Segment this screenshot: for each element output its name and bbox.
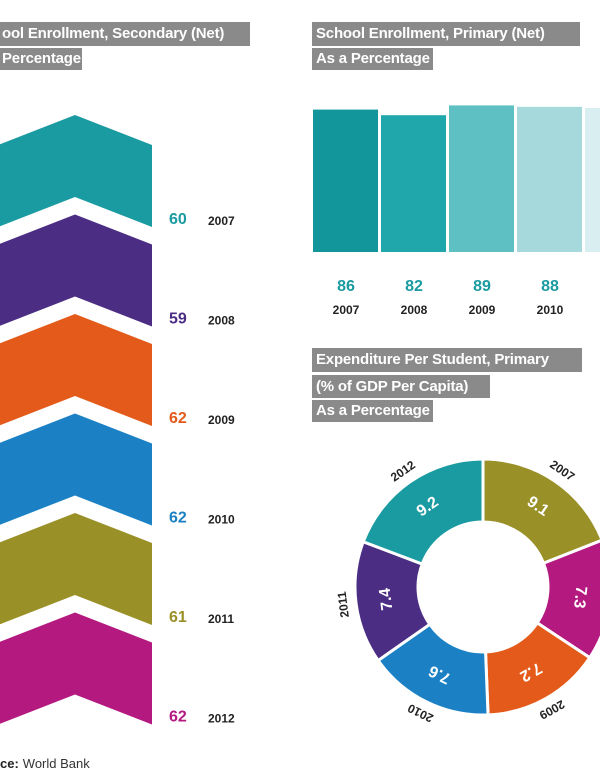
value-label: 62 (169, 510, 187, 527)
chart-subtitle: As a Percentage (316, 50, 430, 67)
chart-title: School Enrollment, Primary (Net) (316, 25, 545, 42)
value-label: 7.3 (570, 585, 589, 609)
year-label: 2010 (208, 513, 235, 527)
chart-subtitle: Percentage (2, 50, 81, 67)
source-text: World Bank (23, 756, 90, 771)
value-label: 61 (169, 609, 187, 626)
value-label: 88 (541, 278, 559, 295)
chart-title: ool Enrollment, Secondary (Net) (2, 25, 224, 42)
bar (449, 105, 514, 253)
value-label: 62 (169, 410, 187, 427)
year-label: 2009 (469, 303, 496, 317)
year-label: 2007 (333, 303, 360, 317)
chevron (0, 513, 152, 625)
source: ce: World Bank (0, 756, 90, 771)
value-label: 89 (473, 278, 491, 295)
chevron (0, 612, 152, 725)
subtitle-box (0, 48, 82, 70)
chart-subtitle: As a Percentage (316, 402, 430, 419)
year-label: 2010 (537, 303, 564, 317)
year-label: 2007 (208, 214, 235, 228)
value-label: 7.4 (377, 587, 397, 611)
chevron (0, 314, 152, 426)
donut-slice (481, 457, 600, 566)
subtitle-box (312, 400, 433, 422)
source-label: ce: (0, 756, 19, 771)
value-label: 62 (169, 709, 187, 726)
year-label: 2008 (208, 314, 235, 328)
year-label: 2011 (335, 590, 352, 618)
chart-title: Expenditure Per Student, Primary (316, 351, 550, 368)
bar-partial (585, 108, 600, 252)
title-box (0, 22, 250, 46)
subtitle-box (312, 375, 490, 398)
year-label: 2012 (208, 712, 235, 726)
value-label: 86 (337, 278, 355, 295)
chevron (0, 115, 152, 227)
chart-subtitle: (% of GDP Per Capita) (316, 378, 468, 395)
year-label: 2011 (208, 612, 234, 626)
bar (313, 109, 378, 252)
title-box (312, 348, 582, 372)
year-label: 2008 (401, 303, 428, 317)
value-label: 60 (169, 211, 187, 228)
year-label: 2009 (208, 413, 235, 427)
chevron (0, 413, 152, 526)
title-box (312, 22, 580, 46)
value-label: 59 (169, 311, 187, 328)
value-label: 82 (405, 278, 423, 295)
donut-slice (361, 457, 485, 566)
chevron (0, 214, 152, 327)
subtitle-box (312, 48, 433, 70)
bar (517, 106, 582, 252)
bar (381, 115, 446, 252)
